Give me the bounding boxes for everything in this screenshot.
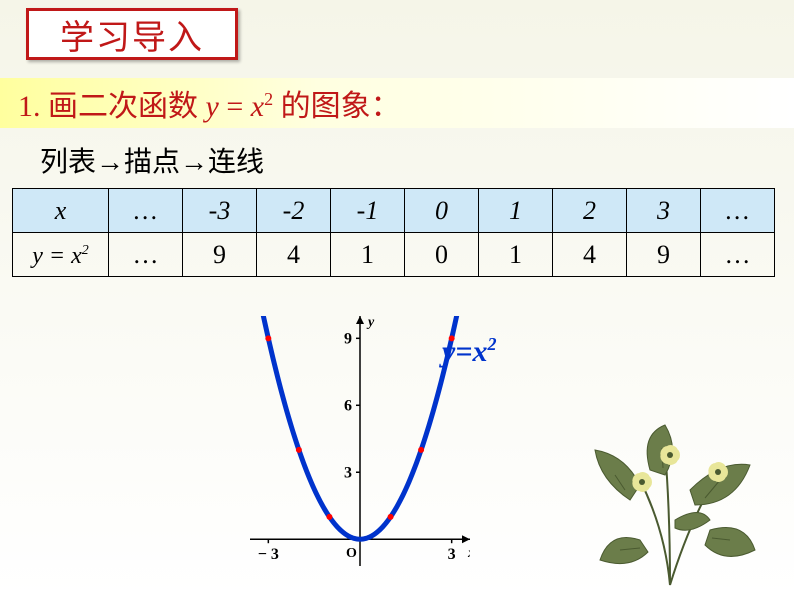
lesson-title: 学习导入 bbox=[26, 8, 238, 60]
value-table: x … -3 -2 -1 0 1 2 3 … y = x2 … 9 4 1 0 … bbox=[12, 188, 775, 277]
table-cell: -3 bbox=[183, 189, 257, 233]
steps-text: 列表→描点→连线 bbox=[40, 140, 264, 180]
svg-text:9: 9 bbox=[344, 330, 352, 347]
table-cell: 4 bbox=[257, 233, 331, 277]
task-y: y bbox=[206, 90, 219, 123]
svg-text:3: 3 bbox=[448, 546, 456, 563]
table-cell: 9 bbox=[627, 233, 701, 277]
svg-text:x: x bbox=[467, 546, 470, 561]
equation-label: y=x2 bbox=[442, 334, 496, 369]
table-cell: 1 bbox=[479, 189, 553, 233]
table-cell: 9 bbox=[183, 233, 257, 277]
table-cell: 3 bbox=[627, 189, 701, 233]
table-cell: 0 bbox=[405, 233, 479, 277]
task-x: x bbox=[251, 90, 264, 123]
table-cell: … bbox=[109, 233, 183, 277]
table-cell: -1 bbox=[331, 189, 405, 233]
table-cell: … bbox=[701, 233, 775, 277]
table-cell: 1 bbox=[479, 233, 553, 277]
task-suffix: 的图象： bbox=[273, 90, 401, 123]
task-eq: = bbox=[219, 90, 251, 123]
table-cell: 2 bbox=[553, 189, 627, 233]
task-exp: 2 bbox=[264, 89, 273, 109]
task-prefix: 1. 画二次函数 bbox=[18, 90, 206, 123]
svg-text:O: O bbox=[346, 546, 357, 561]
y-header: y = x2 bbox=[13, 233, 109, 277]
task-bar: 1. 画二次函数 y = x2 的图象： bbox=[0, 78, 794, 128]
task-text: 1. 画二次函数 y = x2 的图象： bbox=[18, 81, 401, 125]
table-cell: 0 bbox=[405, 189, 479, 233]
plant-decoration bbox=[570, 420, 770, 590]
table-row: x … -3 -2 -1 0 1 2 3 … bbox=[13, 189, 775, 233]
table-cell: … bbox=[701, 189, 775, 233]
svg-text:y: y bbox=[366, 316, 375, 330]
table-cell: … bbox=[109, 189, 183, 233]
table-cell: 4 bbox=[553, 233, 627, 277]
svg-text:3: 3 bbox=[344, 464, 352, 481]
x-header: x bbox=[13, 189, 109, 233]
table-cell: 1 bbox=[331, 233, 405, 277]
table-cell: -2 bbox=[257, 189, 331, 233]
parabola-chart: 369− 33xyO bbox=[250, 316, 470, 566]
svg-text:6: 6 bbox=[344, 397, 352, 414]
table-row: y = x2 … 9 4 1 0 1 4 9 … bbox=[13, 233, 775, 277]
svg-text:− 3: − 3 bbox=[258, 546, 279, 563]
